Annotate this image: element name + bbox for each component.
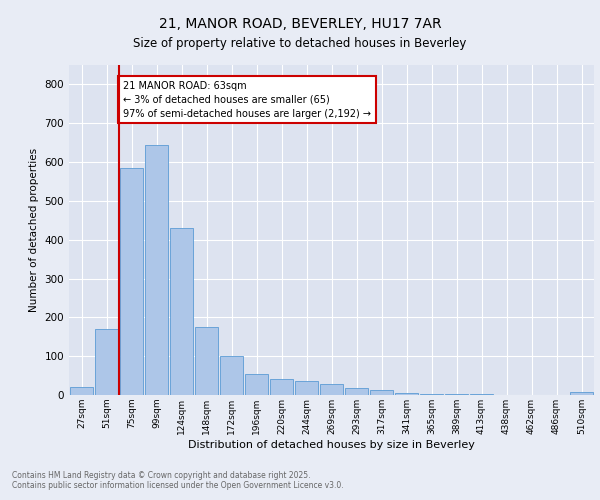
Bar (195, 327, 218, 395)
X-axis label: Distribution of detached houses by size in Beverley: Distribution of detached houses by size … (188, 440, 475, 450)
Bar (220, 356, 243, 395)
Bar (570, 392, 593, 395)
Bar (170, 228, 193, 395)
Bar (395, 394, 418, 395)
Text: Contains HM Land Registry data © Crown copyright and database right 2025.
Contai: Contains HM Land Registry data © Crown c… (12, 470, 344, 490)
Bar (120, 168, 143, 395)
Bar (445, 394, 468, 395)
Bar (95, 329, 118, 395)
Bar (420, 394, 443, 395)
Bar (145, 144, 168, 395)
Bar (470, 394, 493, 395)
Bar (270, 380, 293, 395)
Bar (295, 382, 318, 395)
Text: 21, MANOR ROAD, BEVERLEY, HU17 7AR: 21, MANOR ROAD, BEVERLEY, HU17 7AR (158, 18, 442, 32)
Text: Size of property relative to detached houses in Beverley: Size of property relative to detached ho… (133, 38, 467, 51)
Bar (345, 388, 368, 395)
Bar (320, 384, 343, 395)
Y-axis label: Number of detached properties: Number of detached properties (29, 148, 39, 312)
Bar (245, 374, 268, 395)
Bar (70, 387, 93, 395)
Text: 21 MANOR ROAD: 63sqm
← 3% of detached houses are smaller (65)
97% of semi-detach: 21 MANOR ROAD: 63sqm ← 3% of detached ho… (123, 80, 371, 118)
Bar (370, 390, 393, 395)
